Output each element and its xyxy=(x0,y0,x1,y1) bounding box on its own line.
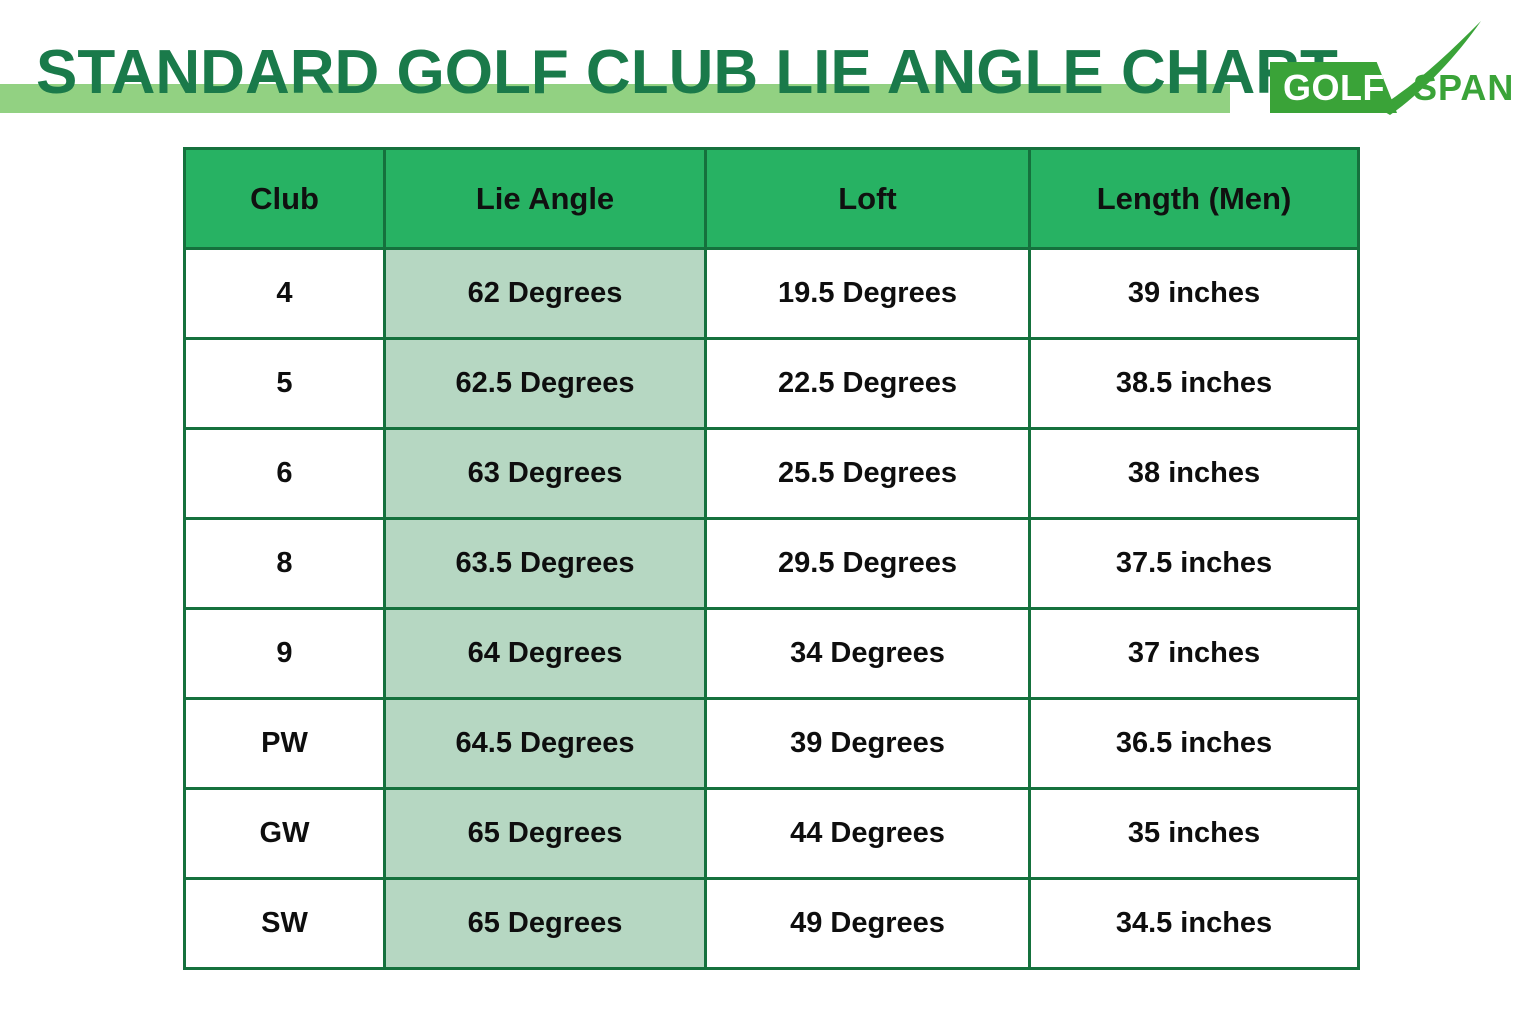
cell-loft: 22.5 Degrees xyxy=(704,337,1031,430)
logo-span-text: SPAN xyxy=(1413,66,1515,108)
cell-club: 6 xyxy=(183,427,386,520)
cell-length: 38 inches xyxy=(1028,427,1360,520)
cell-loft: 49 Degrees xyxy=(704,877,1031,970)
cell-length: 35 inches xyxy=(1028,787,1360,880)
cell-lie-angle: 64 Degrees xyxy=(383,607,707,700)
cell-lie-angle: 65 Degrees xyxy=(383,787,707,880)
header-row: Club Lie Angle Loft Length (Men) xyxy=(183,147,1360,250)
logo-golf-text: GOLF xyxy=(1283,66,1385,108)
table-row: 4 62 Degrees 19.5 Degrees 39 inches xyxy=(183,247,1360,340)
table-row: 6 63 Degrees 25.5 Degrees 38 inches xyxy=(183,427,1360,520)
table-row: 8 63.5 Degrees 29.5 Degrees 37.5 inches xyxy=(183,517,1360,610)
cell-length: 37 inches xyxy=(1028,607,1360,700)
cell-club: 4 xyxy=(183,247,386,340)
column-header-length: Length (Men) xyxy=(1028,147,1360,250)
golfspan-logo: GOLF SPAN xyxy=(1270,62,1514,113)
title-highlight-bar xyxy=(0,84,1230,113)
cell-lie-angle: 64.5 Degrees xyxy=(383,697,707,790)
cell-club: GW xyxy=(183,787,386,880)
cell-club: 5 xyxy=(183,337,386,430)
table-row: PW 64.5 Degrees 39 Degrees 36.5 inches xyxy=(183,697,1360,790)
table-body: 4 62 Degrees 19.5 Degrees 39 inches 5 62… xyxy=(183,247,1360,970)
cell-loft: 19.5 Degrees xyxy=(704,247,1031,340)
cell-club: SW xyxy=(183,877,386,970)
cell-length: 37.5 inches xyxy=(1028,517,1360,610)
cell-lie-angle: 62 Degrees xyxy=(383,247,707,340)
table-row: 9 64 Degrees 34 Degrees 37 inches xyxy=(183,607,1360,700)
logo-golf-box: GOLF xyxy=(1270,62,1397,113)
cell-club: 9 xyxy=(183,607,386,700)
cell-loft: 25.5 Degrees xyxy=(704,427,1031,520)
table-row: GW 65 Degrees 44 Degrees 35 inches xyxy=(183,787,1360,880)
table-row: SW 65 Degrees 49 Degrees 34.5 inches xyxy=(183,877,1360,970)
table-header: Club Lie Angle Loft Length (Men) xyxy=(183,147,1360,250)
cell-length: 34.5 inches xyxy=(1028,877,1360,970)
page-title: STANDARD GOLF CLUB LIE ANGLE CHART xyxy=(36,38,1338,107)
cell-lie-angle: 63.5 Degrees xyxy=(383,517,707,610)
cell-club: 8 xyxy=(183,517,386,610)
lie-angle-table: Club Lie Angle Loft Length (Men) 4 62 De… xyxy=(183,147,1360,970)
cell-length: 38.5 inches xyxy=(1028,337,1360,430)
cell-lie-angle: 63 Degrees xyxy=(383,427,707,520)
cell-loft: 34 Degrees xyxy=(704,607,1031,700)
cell-lie-angle: 65 Degrees xyxy=(383,877,707,970)
cell-length: 39 inches xyxy=(1028,247,1360,340)
cell-club: PW xyxy=(183,697,386,790)
column-header-lie-angle: Lie Angle xyxy=(383,147,707,250)
cell-loft: 44 Degrees xyxy=(704,787,1031,880)
cell-length: 36.5 inches xyxy=(1028,697,1360,790)
column-header-club: Club xyxy=(183,147,386,250)
cell-loft: 29.5 Degrees xyxy=(704,517,1031,610)
cell-loft: 39 Degrees xyxy=(704,697,1031,790)
cell-lie-angle: 62.5 Degrees xyxy=(383,337,707,430)
column-header-loft: Loft xyxy=(704,147,1031,250)
golf-swing-swoosh-icon xyxy=(1378,21,1481,115)
table-row: 5 62.5 Degrees 22.5 Degrees 38.5 inches xyxy=(183,337,1360,430)
